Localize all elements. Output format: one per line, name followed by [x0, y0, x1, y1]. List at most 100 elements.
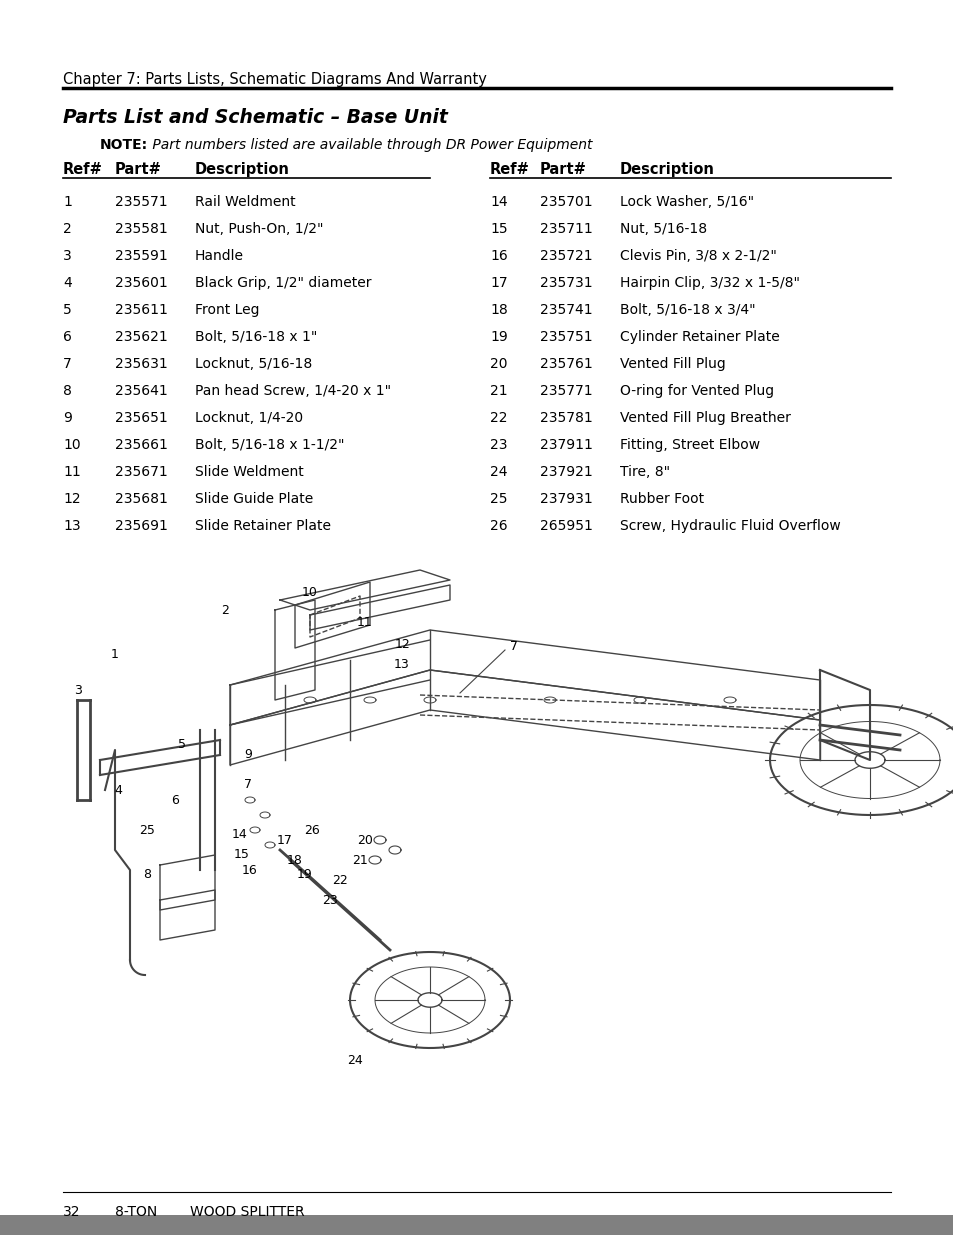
Text: 235681: 235681 [115, 492, 168, 506]
Text: 235651: 235651 [115, 411, 168, 425]
Text: 235771: 235771 [539, 384, 592, 398]
Text: 235691: 235691 [115, 519, 168, 534]
Text: Locknut, 5/16-18: Locknut, 5/16-18 [194, 357, 312, 370]
Text: Hairpin Clip, 3/32 x 1-5/8": Hairpin Clip, 3/32 x 1-5/8" [619, 275, 800, 290]
Text: 11: 11 [356, 615, 373, 629]
Text: Locknut, 1/4-20: Locknut, 1/4-20 [194, 411, 303, 425]
Text: 235591: 235591 [115, 249, 168, 263]
Text: 23: 23 [490, 438, 507, 452]
Text: 10: 10 [302, 585, 317, 599]
Text: 19: 19 [490, 330, 507, 345]
Text: 6: 6 [171, 794, 179, 806]
Text: 20: 20 [356, 834, 373, 846]
Text: Nut, Push-On, 1/2": Nut, Push-On, 1/2" [194, 222, 323, 236]
Text: Bolt, 5/16-18 x 1-1/2": Bolt, 5/16-18 x 1-1/2" [194, 438, 344, 452]
Text: 237911: 237911 [539, 438, 592, 452]
Text: 20: 20 [490, 357, 507, 370]
Text: 235631: 235631 [115, 357, 168, 370]
Text: 14: 14 [232, 829, 248, 841]
Text: 1: 1 [111, 648, 119, 662]
Text: Part#: Part# [539, 162, 586, 177]
Text: 18: 18 [287, 853, 303, 867]
Text: 235721: 235721 [539, 249, 592, 263]
Text: 5: 5 [63, 303, 71, 317]
Text: Part#: Part# [115, 162, 162, 177]
Text: Handle: Handle [194, 249, 244, 263]
Text: 4: 4 [114, 783, 122, 797]
Text: 17: 17 [490, 275, 507, 290]
Text: 21: 21 [352, 853, 368, 867]
Text: 265951: 265951 [539, 519, 592, 534]
Text: 8: 8 [143, 868, 151, 882]
Text: Screw, Hydraulic Fluid Overflow: Screw, Hydraulic Fluid Overflow [619, 519, 840, 534]
Text: Cylinder Retainer Plate: Cylinder Retainer Plate [619, 330, 779, 345]
Text: 26: 26 [490, 519, 507, 534]
Text: O-ring for Vented Plug: O-ring for Vented Plug [619, 384, 773, 398]
Text: 15: 15 [490, 222, 507, 236]
Text: 15: 15 [233, 848, 250, 862]
Text: 235781: 235781 [539, 411, 592, 425]
Text: 13: 13 [394, 658, 410, 672]
Text: 22: 22 [490, 411, 507, 425]
Text: Slide Guide Plate: Slide Guide Plate [194, 492, 313, 506]
Text: Vented Fill Plug Breather: Vented Fill Plug Breather [619, 411, 790, 425]
Text: 2: 2 [63, 222, 71, 236]
Text: 25: 25 [139, 824, 154, 836]
Text: 24: 24 [490, 466, 507, 479]
Text: 237921: 237921 [539, 466, 592, 479]
Text: 18: 18 [490, 303, 507, 317]
Text: 21: 21 [490, 384, 507, 398]
Text: Fitting, Street Elbow: Fitting, Street Elbow [619, 438, 760, 452]
Text: 25: 25 [490, 492, 507, 506]
Text: 3: 3 [74, 683, 82, 697]
Text: Description: Description [619, 162, 714, 177]
Text: Ref#: Ref# [490, 162, 529, 177]
Text: Bolt, 5/16-18 x 3/4": Bolt, 5/16-18 x 3/4" [619, 303, 755, 317]
Text: 23: 23 [322, 893, 337, 906]
Text: 16: 16 [242, 863, 257, 877]
Text: 235641: 235641 [115, 384, 168, 398]
Text: 26: 26 [304, 824, 319, 836]
Text: 6: 6 [63, 330, 71, 345]
Text: 10: 10 [63, 438, 81, 452]
Text: 235571: 235571 [115, 195, 168, 209]
Text: 11: 11 [63, 466, 81, 479]
Bar [0, 1215, 953, 1235]
Text: Chapter 7: Parts Lists, Schematic Diagrams And Warranty: Chapter 7: Parts Lists, Schematic Diagra… [63, 72, 486, 86]
Text: Lock Washer, 5/16": Lock Washer, 5/16" [619, 195, 753, 209]
Text: 8-TON: 8-TON [115, 1205, 157, 1219]
Text: 17: 17 [276, 834, 293, 846]
Text: Nut, 5/16-18: Nut, 5/16-18 [619, 222, 706, 236]
Text: 235751: 235751 [539, 330, 592, 345]
Text: 235611: 235611 [115, 303, 168, 317]
Text: Rail Weldment: Rail Weldment [194, 195, 295, 209]
Text: Clevis Pin, 3/8 x 2-1/2": Clevis Pin, 3/8 x 2-1/2" [619, 249, 776, 263]
Text: 1: 1 [63, 195, 71, 209]
Text: Rubber Foot: Rubber Foot [619, 492, 703, 506]
Text: 9: 9 [63, 411, 71, 425]
Text: Black Grip, 1/2" diameter: Black Grip, 1/2" diameter [194, 275, 371, 290]
Text: 12: 12 [395, 638, 411, 652]
Text: 235711: 235711 [539, 222, 592, 236]
Text: Parts List and Schematic – Base Unit: Parts List and Schematic – Base Unit [63, 107, 447, 127]
Text: 235701: 235701 [539, 195, 592, 209]
Text: 235671: 235671 [115, 466, 168, 479]
Text: 235601: 235601 [115, 275, 168, 290]
Text: 4: 4 [63, 275, 71, 290]
Text: Part numbers listed are available through DR Power Equipment: Part numbers listed are available throug… [148, 138, 592, 152]
Text: 235621: 235621 [115, 330, 168, 345]
Text: 22: 22 [332, 873, 348, 887]
Text: Slide Weldment: Slide Weldment [194, 466, 303, 479]
Text: 2: 2 [221, 604, 229, 616]
Text: 16: 16 [490, 249, 507, 263]
Text: Bolt, 5/16-18 x 1": Bolt, 5/16-18 x 1" [194, 330, 317, 345]
Text: 7: 7 [510, 641, 517, 653]
Text: Pan head Screw, 1/4-20 x 1": Pan head Screw, 1/4-20 x 1" [194, 384, 391, 398]
Text: Vented Fill Plug: Vented Fill Plug [619, 357, 725, 370]
Text: 32: 32 [63, 1205, 80, 1219]
Text: 7: 7 [244, 778, 252, 792]
Text: 8: 8 [63, 384, 71, 398]
Text: 235661: 235661 [115, 438, 168, 452]
Text: Front Leg: Front Leg [194, 303, 259, 317]
Text: 9: 9 [244, 748, 252, 762]
